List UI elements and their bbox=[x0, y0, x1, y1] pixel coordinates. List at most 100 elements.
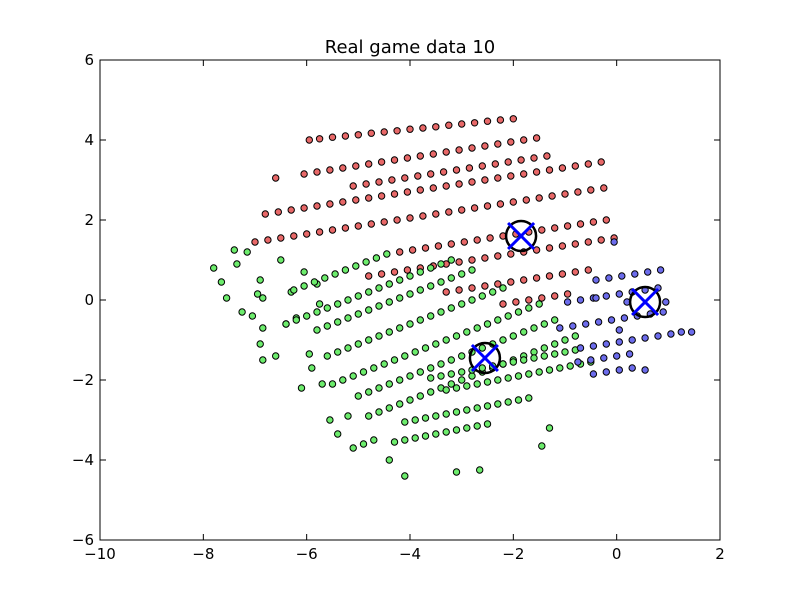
data-point bbox=[385, 404, 393, 412]
data-point bbox=[458, 120, 466, 128]
data-point bbox=[367, 220, 375, 228]
data-point bbox=[463, 424, 471, 432]
centroid-marker bbox=[628, 285, 662, 319]
data-point bbox=[411, 348, 419, 356]
data-point bbox=[248, 312, 257, 320]
data-point bbox=[561, 348, 569, 356]
data-point bbox=[605, 274, 613, 282]
data-point bbox=[323, 322, 331, 330]
data-point bbox=[354, 340, 362, 348]
data-point bbox=[427, 388, 435, 396]
data-point bbox=[411, 434, 419, 442]
data-point bbox=[452, 426, 461, 434]
data-point bbox=[576, 344, 585, 352]
data-point bbox=[667, 330, 675, 338]
data-point bbox=[362, 258, 370, 266]
data-point bbox=[349, 444, 357, 452]
data-point bbox=[375, 302, 383, 310]
plot-area bbox=[100, 60, 720, 540]
data-point bbox=[421, 244, 430, 252]
data-point bbox=[473, 404, 481, 412]
data-point bbox=[390, 156, 399, 164]
data-point bbox=[494, 252, 502, 260]
data-point bbox=[352, 162, 360, 170]
data-point bbox=[375, 384, 383, 392]
x-tick-label: −4 bbox=[399, 545, 421, 563]
data-point bbox=[504, 312, 512, 320]
data-point bbox=[396, 400, 404, 408]
data-point bbox=[313, 168, 321, 176]
data-point bbox=[607, 316, 616, 324]
data-point bbox=[473, 236, 481, 244]
data-point bbox=[662, 298, 670, 306]
data-point bbox=[592, 294, 600, 302]
data-point bbox=[385, 280, 393, 288]
data-point bbox=[375, 408, 383, 416]
data-point bbox=[602, 368, 610, 376]
data-point bbox=[558, 164, 567, 172]
data-point bbox=[489, 288, 497, 296]
data-point bbox=[543, 152, 551, 160]
y-tick-label: 2 bbox=[84, 211, 94, 229]
data-point bbox=[370, 436, 378, 444]
data-point bbox=[287, 206, 295, 214]
data-point bbox=[396, 376, 404, 384]
data-point bbox=[403, 154, 412, 162]
data-point bbox=[473, 422, 481, 430]
data-point bbox=[494, 280, 502, 288]
data-point bbox=[540, 344, 548, 352]
data-point bbox=[326, 416, 334, 424]
data-point bbox=[463, 382, 471, 390]
data-point bbox=[545, 366, 554, 374]
data-point bbox=[476, 466, 484, 474]
data-point bbox=[377, 192, 386, 200]
data-point bbox=[644, 268, 652, 276]
y-tick-label: −6 bbox=[72, 531, 94, 549]
data-point bbox=[452, 468, 461, 476]
data-point bbox=[385, 456, 393, 464]
data-point bbox=[592, 276, 600, 284]
data-point bbox=[538, 294, 546, 302]
data-point bbox=[427, 264, 435, 272]
data-point bbox=[525, 296, 533, 304]
data-point bbox=[538, 226, 546, 234]
data-point bbox=[509, 198, 517, 206]
data-point bbox=[416, 368, 424, 376]
data-point bbox=[427, 312, 435, 320]
data-point bbox=[375, 284, 383, 292]
data-point bbox=[365, 160, 373, 168]
data-point bbox=[532, 274, 541, 282]
data-point bbox=[393, 127, 401, 135]
data-point bbox=[602, 216, 610, 224]
data-point bbox=[615, 290, 623, 298]
data-point bbox=[530, 324, 538, 332]
data-point bbox=[401, 418, 409, 426]
data-point bbox=[328, 133, 337, 141]
data-point bbox=[442, 336, 450, 344]
data-point bbox=[496, 200, 505, 208]
data-point bbox=[613, 352, 621, 360]
data-point bbox=[416, 316, 424, 324]
data-point bbox=[349, 372, 357, 380]
data-point bbox=[370, 364, 378, 372]
data-point bbox=[522, 196, 530, 204]
data-point bbox=[341, 266, 350, 274]
y-tick-label: 0 bbox=[84, 291, 94, 309]
data-point bbox=[463, 406, 471, 414]
data-point bbox=[589, 342, 598, 350]
data-point bbox=[419, 124, 427, 132]
data-point bbox=[551, 224, 559, 232]
data-point bbox=[535, 300, 543, 308]
data-point bbox=[385, 380, 393, 388]
data-point bbox=[620, 314, 629, 322]
points-layer bbox=[210, 115, 696, 480]
data-point bbox=[380, 360, 388, 368]
data-point bbox=[483, 202, 492, 210]
data-point bbox=[499, 284, 507, 292]
data-point bbox=[600, 184, 608, 192]
data-point bbox=[313, 202, 321, 210]
data-point bbox=[641, 334, 649, 342]
data-point bbox=[334, 300, 342, 308]
data-point bbox=[416, 286, 424, 294]
data-point bbox=[406, 290, 414, 298]
